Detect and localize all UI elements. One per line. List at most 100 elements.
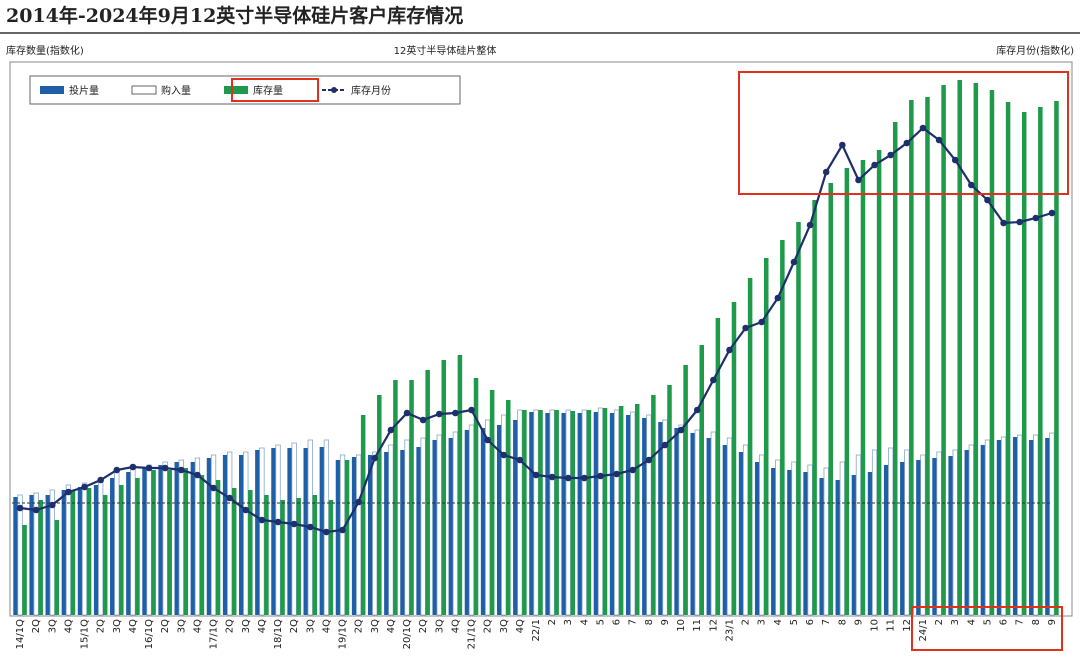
x-tick-label: 8 bbox=[644, 619, 655, 625]
line-marker bbox=[16, 504, 24, 512]
x-tick-label: 4 bbox=[966, 619, 977, 625]
bar bbox=[545, 413, 550, 615]
bar bbox=[506, 400, 511, 615]
line-marker bbox=[935, 136, 943, 144]
bar bbox=[70, 490, 76, 615]
x-tick-label: 8 bbox=[837, 619, 848, 625]
x-tick-label: 3 bbox=[950, 619, 961, 625]
line-marker bbox=[1000, 219, 1007, 227]
legend-swatch bbox=[40, 86, 64, 94]
bar bbox=[162, 461, 168, 616]
line-marker bbox=[323, 528, 330, 536]
line-marker bbox=[32, 506, 40, 514]
bar bbox=[501, 414, 507, 616]
x-tick-label: 17/1Q bbox=[209, 619, 220, 649]
bar bbox=[565, 409, 571, 616]
bar bbox=[609, 413, 615, 615]
bar bbox=[674, 428, 679, 615]
bar bbox=[296, 498, 301, 615]
bar bbox=[957, 80, 962, 615]
bar bbox=[715, 318, 721, 615]
line-marker bbox=[468, 406, 475, 414]
x-tick-label: 10 bbox=[676, 619, 687, 632]
y-axis-label: 库存数量(指数化) bbox=[6, 44, 84, 57]
line-marker bbox=[822, 168, 830, 176]
bar bbox=[448, 438, 454, 615]
x-tick-label: 4Q bbox=[321, 619, 332, 633]
bar bbox=[416, 447, 421, 615]
bar bbox=[142, 468, 147, 615]
bar bbox=[780, 240, 785, 615]
line-marker bbox=[532, 471, 540, 479]
line-marker bbox=[65, 488, 72, 496]
line-marker bbox=[435, 410, 443, 418]
line-marker bbox=[113, 466, 121, 474]
x-tick-label: 3Q bbox=[241, 619, 252, 633]
bar bbox=[791, 461, 797, 616]
legend-swatch bbox=[224, 86, 248, 94]
x-tick-label: 6 bbox=[805, 619, 816, 625]
bar bbox=[823, 467, 829, 616]
line-marker bbox=[919, 124, 927, 132]
bar bbox=[726, 437, 733, 616]
line-marker bbox=[210, 484, 217, 492]
bar bbox=[13, 497, 18, 615]
bar bbox=[473, 378, 479, 615]
bar bbox=[384, 452, 389, 615]
x-tick-label: 4Q bbox=[257, 619, 268, 633]
bar bbox=[328, 500, 334, 615]
bar bbox=[968, 444, 974, 616]
line-marker bbox=[839, 141, 846, 149]
x-tick-label: 2Q bbox=[96, 619, 107, 633]
x-tick-label: 7 bbox=[628, 619, 639, 625]
bar bbox=[360, 415, 366, 615]
bar bbox=[280, 500, 285, 615]
bar bbox=[597, 407, 604, 616]
x-tick-label: 9 bbox=[660, 619, 671, 625]
bar bbox=[941, 85, 946, 615]
bar bbox=[694, 429, 700, 616]
line-marker bbox=[177, 466, 185, 474]
bar bbox=[388, 444, 394, 616]
bar bbox=[151, 470, 156, 615]
plot-frame bbox=[9, 61, 1073, 617]
bar bbox=[146, 464, 152, 616]
bar bbox=[344, 460, 350, 615]
bar bbox=[206, 458, 212, 615]
bar bbox=[61, 490, 67, 615]
line-marker bbox=[661, 441, 669, 449]
x-tick-label: 4Q bbox=[386, 619, 397, 633]
x-tick-label: 3Q bbox=[499, 619, 510, 633]
x-tick-label: 6 bbox=[999, 619, 1010, 625]
x-tick-label: 3Q bbox=[112, 619, 123, 633]
line-marker bbox=[387, 426, 395, 434]
bar bbox=[199, 475, 205, 615]
bar bbox=[215, 480, 221, 615]
x-tick-label: 12 bbox=[902, 619, 913, 632]
x-tick-label: 2 bbox=[547, 619, 558, 625]
line-marker bbox=[758, 318, 766, 326]
bar bbox=[570, 411, 576, 615]
bar bbox=[425, 370, 430, 615]
bar bbox=[529, 412, 534, 615]
line-marker bbox=[226, 494, 233, 502]
line-marker bbox=[81, 483, 88, 491]
x-tick-label: 2Q bbox=[354, 619, 365, 633]
bar bbox=[513, 420, 518, 615]
bar bbox=[651, 395, 656, 615]
highlight-box bbox=[231, 78, 319, 102]
bar bbox=[351, 457, 357, 615]
bar bbox=[731, 302, 737, 615]
x-tick-label: 7 bbox=[1015, 619, 1026, 625]
bar bbox=[722, 445, 728, 615]
bar bbox=[393, 380, 398, 615]
line-marker bbox=[581, 474, 588, 482]
highlight-box bbox=[911, 606, 1063, 651]
bar bbox=[1005, 102, 1011, 615]
bar bbox=[1017, 434, 1023, 616]
bar bbox=[335, 460, 341, 615]
line-marker bbox=[1032, 214, 1040, 222]
x-tick-label: 16/1Q bbox=[144, 619, 155, 649]
line-marker bbox=[355, 498, 362, 506]
bar bbox=[952, 449, 958, 616]
